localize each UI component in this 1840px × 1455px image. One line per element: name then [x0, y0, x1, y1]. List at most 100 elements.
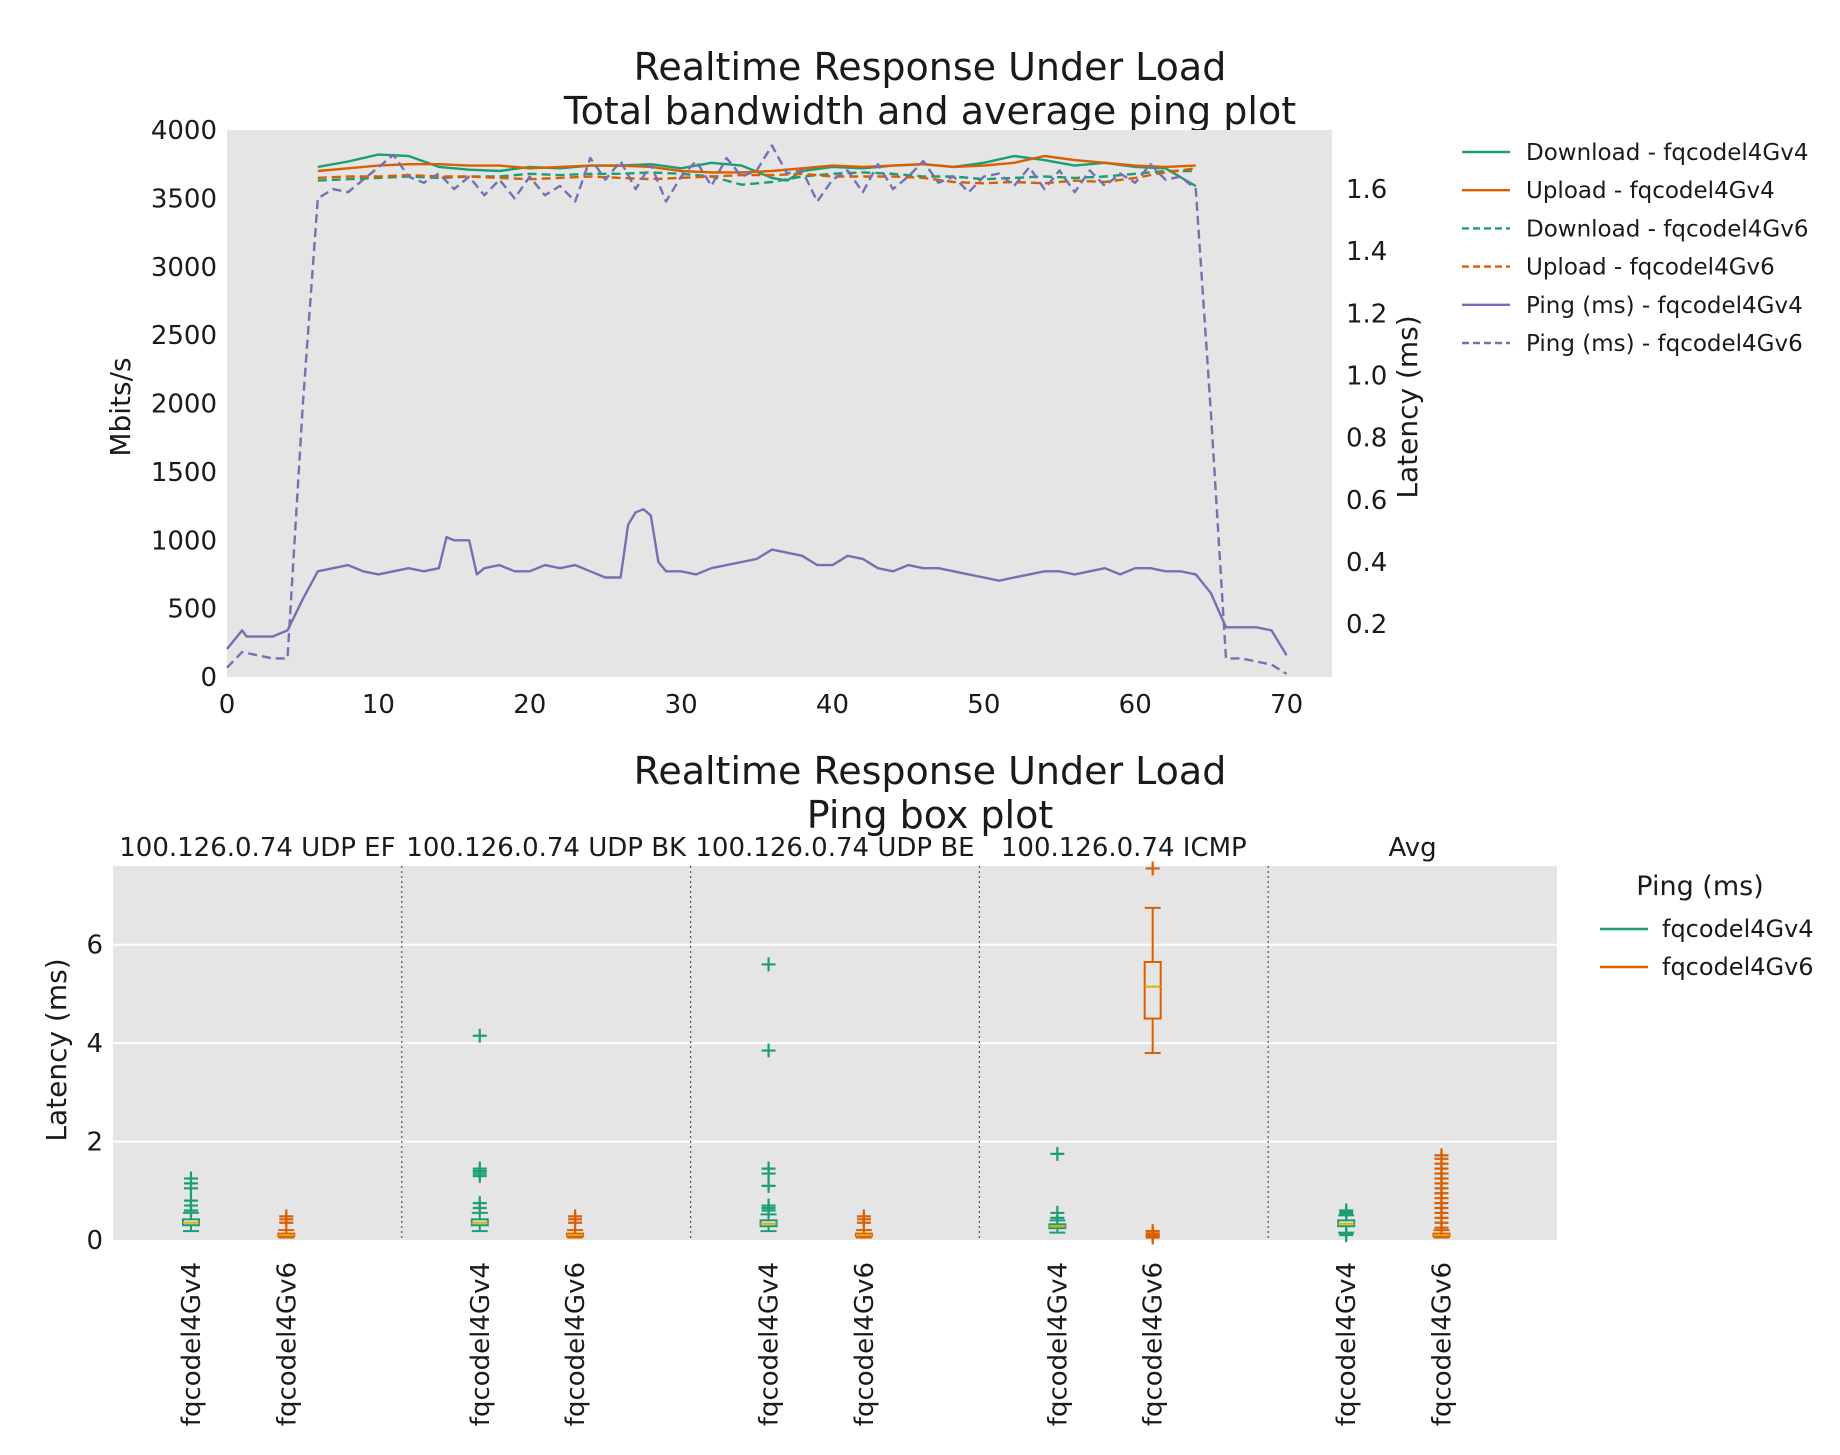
y-tick-label: 2500: [151, 321, 217, 351]
chart2-panels: 100.126.0.74 UDP EF fqcodel4Gv4 fqcodel4Gv…: [113, 833, 1557, 1426]
x-tick-label: fqcodel4Gv4: [466, 1262, 496, 1426]
box-fqcodel4Gv6: fqcodel4Gv6: [561, 1209, 591, 1426]
legend-label: fqcodel4Gv6: [1662, 953, 1814, 981]
chart1-plot-area: [227, 130, 1332, 677]
chart1-y-ticks: 0 500 1000 1500 2000 2500 3000 3500 4000: [151, 116, 217, 693]
x-tick-label: 20: [513, 690, 546, 720]
series-line-2: [317, 154, 1196, 174]
y2-tick-label: 0.8: [1346, 424, 1387, 454]
chart1-y2-axis-label: Latency (ms): [1391, 315, 1424, 498]
y2-tick-label: 0.6: [1346, 486, 1387, 516]
outlier-point: [1434, 1148, 1449, 1163]
box-fqcodel4Gv4: fqcodel4Gv4: [1332, 1203, 1362, 1426]
outlier-point: [183, 1171, 198, 1186]
x-tick-label: fqcodel4Gv4: [755, 1262, 785, 1426]
y2-tick-label: 1.0: [1346, 362, 1387, 392]
x-tick-label: 30: [665, 690, 698, 720]
panel-background: [690, 866, 980, 1240]
panel-background: [113, 866, 402, 1240]
outlier-point: [279, 1209, 294, 1224]
x-tick-label: 70: [1270, 690, 1303, 720]
outlier-point: [472, 1161, 487, 1176]
box-fqcodel4Gv6: fqcodel4Gv6: [1427, 1148, 1457, 1426]
chart2-legend: Ping (ms) fqcodel4Gv4 fqcodel4Gv6: [1600, 871, 1814, 981]
legend-label: fqcodel4Gv4: [1662, 915, 1814, 943]
outlier-point: [856, 1209, 871, 1224]
box-fqcodel4Gv4: fqcodel4Gv4: [755, 957, 785, 1426]
outlier-point: [472, 1196, 487, 1211]
chart1-y2-ticks: 0.2 0.4 0.6 0.8 1.0 1.2 1.4 1.6: [1346, 175, 1387, 640]
outlier-point: [183, 1193, 198, 1208]
box-fqcodel4Gv4: fqcodel4Gv4: [466, 1028, 496, 1426]
chart2-title: Realtime Response Under Load: [634, 749, 1227, 793]
outlier-point: [1145, 861, 1160, 876]
panel-title: 100.126.0.74 UDP BK: [406, 833, 687, 863]
legend-label: Ping (ms) - fqcodel4Gv6: [1526, 331, 1803, 357]
x-tick-label: fqcodel4Gv6: [1139, 1262, 1169, 1426]
x-tick-label: fqcodel4Gv6: [1427, 1262, 1457, 1426]
panel-background: [1268, 866, 1557, 1240]
y-tick-label: 4000: [151, 116, 217, 146]
outlier-point: [1339, 1227, 1354, 1242]
x-tick-label: 40: [816, 690, 849, 720]
box-iqr: [1143, 960, 1162, 1020]
x-tick-label: fqcodel4Gv6: [850, 1262, 880, 1426]
outlier-point: [761, 957, 776, 972]
y2-tick-label: 0.4: [1346, 548, 1387, 578]
panel-background: [979, 866, 1269, 1240]
ping-boxplot-chart: Realtime Response Under Load Ping box pl…: [40, 749, 1814, 1426]
y-tick-label: 1000: [151, 526, 217, 556]
outlier-point: [761, 1161, 776, 1176]
chart1-y-axis-label: Mbits/s: [104, 357, 137, 456]
bandwidth-chart: Realtime Response Under Load Total bandw…: [104, 45, 1809, 720]
outlier-point: [1339, 1203, 1354, 1218]
chart2-y-ticks: 0 2 4 6: [86, 931, 103, 1256]
y-tick-label: 3000: [151, 253, 217, 283]
x-tick-label: fqcodel4Gv4: [177, 1262, 207, 1426]
box-fqcodel4Gv6: fqcodel4Gv6: [272, 1209, 302, 1426]
box-fqcodel4Gv4: fqcodel4Gv4: [1043, 1146, 1073, 1426]
panel-4: 100.126.0.74 ICMP fqcodel4Gv4 fqcodel4Gv6: [978, 833, 1269, 1426]
x-tick-label: fqcodel4Gv6: [272, 1262, 302, 1426]
y-tick-label: 0: [86, 1226, 103, 1256]
outlier-point: [568, 1209, 583, 1224]
panel-title: 100.126.0.74 UDP EF: [119, 833, 395, 863]
y2-tick-label: 1.2: [1346, 299, 1387, 329]
x-tick-label: 60: [1119, 690, 1152, 720]
y-tick-label: 2: [86, 1128, 103, 1158]
y-tick-label: 3500: [151, 184, 217, 214]
legend-label: Upload - fqcodel4Gv4: [1526, 178, 1775, 204]
outlier-point: [1145, 1224, 1160, 1239]
chart2-legend-title: Ping (ms): [1636, 871, 1763, 902]
y-tick-label: 1500: [151, 458, 217, 488]
y-tick-label: 500: [167, 595, 217, 625]
outlier-point: [761, 1043, 776, 1058]
outlier-point: [761, 1178, 776, 1193]
legend-label: Download - fqcodel4Gv4: [1526, 140, 1809, 166]
y2-tick-label: 1.4: [1346, 237, 1387, 267]
chart1-x-ticks: 0 10 20 30 40 50 60 70: [219, 690, 1303, 720]
chart1-legend: Download - fqcodel4Gv4 Upload - fqcodel4G…: [1462, 140, 1809, 357]
box-fqcodel4Gv6: fqcodel4Gv6: [850, 1209, 880, 1426]
x-tick-label: 0: [219, 690, 236, 720]
series-line-6: [226, 144, 1288, 675]
x-tick-label: fqcodel4Gv4: [1043, 1262, 1073, 1426]
y2-tick-label: 0.2: [1346, 610, 1387, 640]
box-fqcodel4Gv4: fqcodel4Gv4: [177, 1171, 207, 1426]
x-tick-label: fqcodel4Gv4: [1332, 1262, 1362, 1426]
panel-1: 100.126.0.74 UDP EF fqcodel4Gv4 fqcodel4Gv…: [113, 833, 402, 1426]
chart2-subtitle: Ping box plot: [807, 793, 1054, 837]
y-tick-label: 4: [86, 1029, 103, 1059]
outlier-point: [1050, 1146, 1065, 1161]
panel-background: [401, 866, 691, 1240]
panel-title: Avg: [1389, 833, 1437, 863]
panel-title: 100.126.0.74 ICMP: [1001, 833, 1247, 863]
legend-label: Ping (ms) - fqcodel4Gv4: [1526, 293, 1803, 319]
panel-3: 100.126.0.74 UDP BE fqcodel4Gv4 fqcodel4Gv…: [689, 833, 980, 1426]
panel-2: 100.126.0.74 UDP BK fqcodel4Gv4 fqcodel4Gv…: [401, 833, 691, 1426]
chart1-title: Realtime Response Under Load: [634, 45, 1227, 89]
y-tick-label: 6: [86, 931, 103, 961]
legend-label: Download - fqcodel4Gv6: [1526, 216, 1809, 242]
chart1-subtitle: Total bandwidth and average ping plot: [563, 89, 1296, 133]
